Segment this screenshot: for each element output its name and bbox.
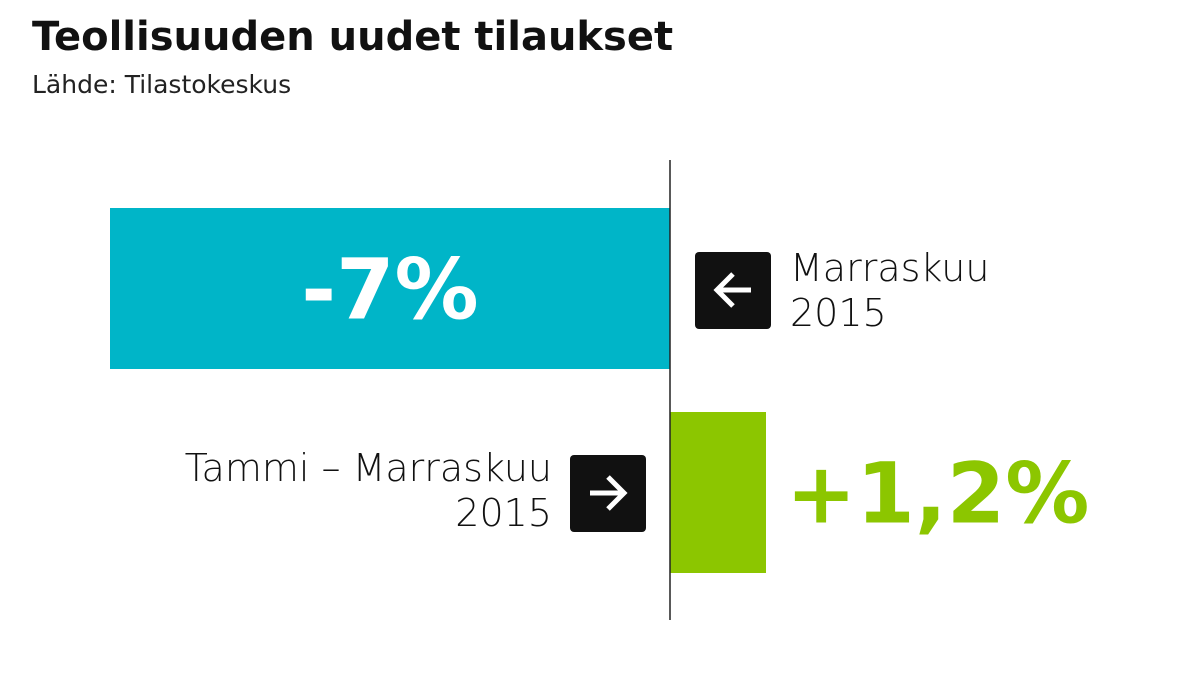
arrow-right	[590, 475, 628, 511]
arrow-left	[713, 272, 751, 308]
value-label: -7%	[301, 241, 478, 339]
bar	[110, 208, 670, 369]
value-label: +1,2%	[786, 445, 1089, 543]
arrow-right-icon	[570, 455, 646, 532]
category-label: Tammi – Marraskuu 2015	[184, 446, 552, 535]
chart-subtitle: Lähde: Tilastokeskus	[32, 70, 291, 99]
chart-title: Teollisuuden uudet tilaukset	[32, 14, 673, 60]
arrow-left-icon	[695, 252, 771, 329]
bar	[670, 412, 766, 573]
category-label: Marraskuu 2015	[790, 246, 990, 335]
